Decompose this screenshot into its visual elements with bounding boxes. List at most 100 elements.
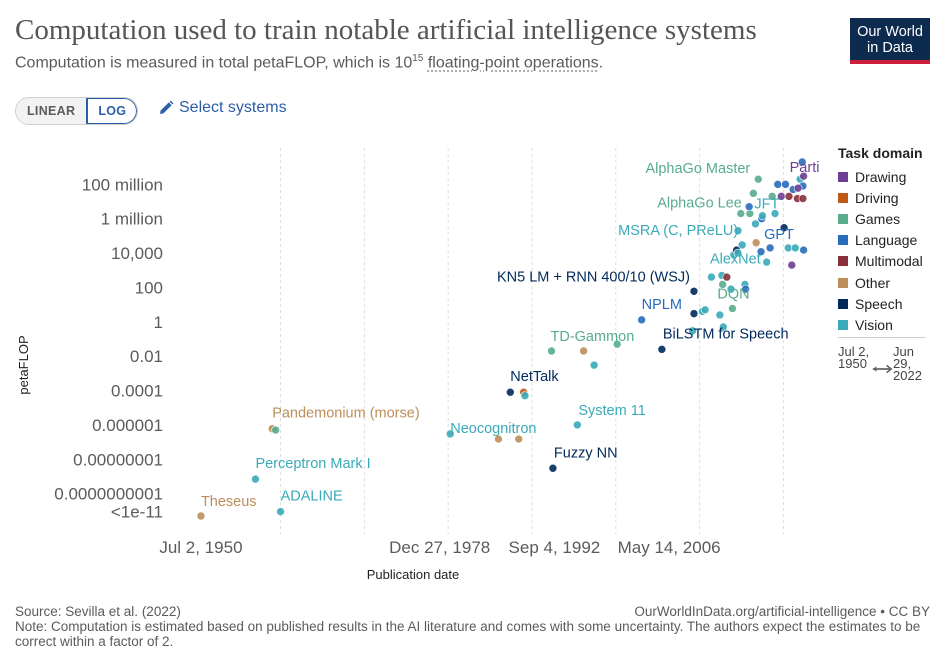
point-label: Parti (790, 160, 820, 176)
data-point (749, 189, 758, 198)
data-point (728, 304, 737, 313)
legend-item-speech[interactable]: Speech (838, 293, 923, 314)
data-point (787, 260, 797, 270)
legend-label: Driving (855, 189, 899, 206)
legend-item-driving[interactable]: Driving (838, 187, 923, 208)
data-point (579, 346, 588, 356)
flop-link[interactable]: floating-point operations (427, 54, 599, 72)
credit-link[interactable]: OurWorldInData.org/artificial-intelligen… (634, 604, 930, 619)
legend-item-multimodal[interactable]: Multimodal (838, 251, 923, 272)
legend-swatch (838, 171, 848, 182)
data-point (744, 202, 754, 212)
legend-swatch (838, 213, 848, 224)
data-point (756, 247, 766, 257)
point-label: AlexNet (710, 251, 761, 267)
legend-label: Vision (855, 316, 893, 333)
point-label: DQN (717, 286, 749, 302)
data-point (751, 219, 760, 229)
x-axis-label: Publication date (367, 567, 460, 582)
legend-item-other[interactable]: Other (838, 272, 923, 293)
subtitle-exponent: 15 (412, 53, 424, 64)
footer: Source: Sevilla et al. (2022) OurWorldIn… (15, 604, 930, 649)
legend-item-games[interactable]: Games (838, 208, 923, 229)
data-point (637, 315, 646, 325)
point-label: AlphaGo Master (645, 161, 750, 177)
y-tick-label: 100 million (82, 175, 163, 194)
x-tick-label: Sep 4, 1992 (509, 538, 601, 557)
point-label: TD-Gammon (551, 329, 635, 345)
data-point (689, 286, 699, 296)
data-point (271, 425, 280, 435)
legend-swatch (838, 192, 848, 203)
x-axis-ticks: Jul 2, 1950 Dec 27, 1978 Sep 4, 1992 May 14… (159, 538, 720, 557)
data-point (707, 272, 716, 282)
data-point (548, 463, 558, 473)
y-tick-label: 10,000 (111, 244, 163, 263)
linear-scale-button[interactable]: LINEAR (16, 98, 87, 124)
legend: Task domain Drawing Driving Games Language M… (838, 145, 923, 336)
point-label: Pandemonium (morse) (272, 406, 419, 422)
legend-label: Language (855, 232, 918, 249)
data-point (762, 257, 771, 267)
data-points (196, 157, 808, 521)
point-label: MSRA (C, PReLU) (618, 223, 738, 239)
y-tick-label: 0.0001 (111, 382, 163, 401)
y-tick-label: 100 (135, 278, 163, 297)
subtitle-text: Computation is measured in total petaFLO… (15, 54, 413, 72)
source-text: Source: Sevilla et al. (2022) (15, 604, 181, 619)
data-point (741, 284, 750, 294)
x-tick-label: Jul 2, 1950 (159, 538, 242, 557)
point-label: BiLSTM for Speech (663, 326, 789, 342)
legend-item-language[interactable]: Language (838, 230, 923, 251)
data-point (773, 180, 783, 189)
data-point (612, 339, 622, 349)
legend-swatch (838, 298, 848, 309)
data-point (688, 326, 697, 336)
legend-item-drawing[interactable]: Drawing (838, 166, 923, 187)
data-point (445, 429, 455, 439)
chart-subtitle: Computation is measured in total petaFLO… (15, 53, 603, 72)
legend-swatch (838, 235, 848, 246)
data-point (700, 305, 710, 315)
y-tick-label: <1e-11 (111, 503, 163, 522)
pencil-icon (160, 100, 174, 114)
data-point (751, 238, 761, 248)
point-labels: Theseus Perceptron Mark I ADALINE Pandemoni… (201, 160, 820, 510)
y-tick-label: 0.000001 (92, 416, 163, 435)
point-label: Theseus (201, 494, 257, 510)
point-label: Fuzzy NN (554, 445, 618, 461)
data-point (689, 309, 699, 318)
data-point (657, 345, 667, 354)
data-point (736, 209, 746, 218)
data-point (781, 180, 790, 189)
select-systems-button[interactable]: Select systems (158, 99, 287, 117)
data-point (798, 194, 808, 203)
legend-items: Drawing Driving Games Language Multimodal Oth… (838, 166, 923, 336)
owid-logo[interactable]: Our World in Data (850, 18, 930, 64)
scatter-chart: 100 million 1 million 10,000 100 1 0.01 0.0001… (16, 148, 820, 582)
data-point (494, 434, 503, 444)
y-axis-label: petaFLOP (16, 335, 31, 394)
range-arrow-icon (872, 364, 893, 374)
timeline-start[interactable]: Jul 2, 1950 (838, 344, 870, 371)
point-label: NetTalk (510, 369, 559, 385)
y-tick-label: 1 (154, 313, 163, 332)
data-point (726, 284, 736, 294)
scale-toggle: LINEAR LOG (15, 97, 139, 125)
legend-label: Games (855, 210, 901, 227)
legend-label: Multimodal (855, 253, 923, 270)
data-point (506, 387, 515, 397)
y-tick-label: 0.01 (130, 347, 163, 366)
data-point (718, 280, 727, 289)
data-point (793, 183, 803, 193)
x-tick-label: Dec 27, 1978 (389, 538, 490, 557)
data-point (589, 360, 599, 370)
data-point (733, 248, 743, 258)
point-label: JFT (754, 197, 779, 213)
data-point (573, 420, 582, 430)
timeline-end[interactable]: Jun 29, 2022 (893, 344, 922, 383)
point-label: NPLM (642, 297, 682, 313)
legend-item-vision[interactable]: Vision (838, 314, 923, 335)
data-point (767, 192, 777, 201)
log-scale-button[interactable]: LOG (86, 98, 138, 124)
